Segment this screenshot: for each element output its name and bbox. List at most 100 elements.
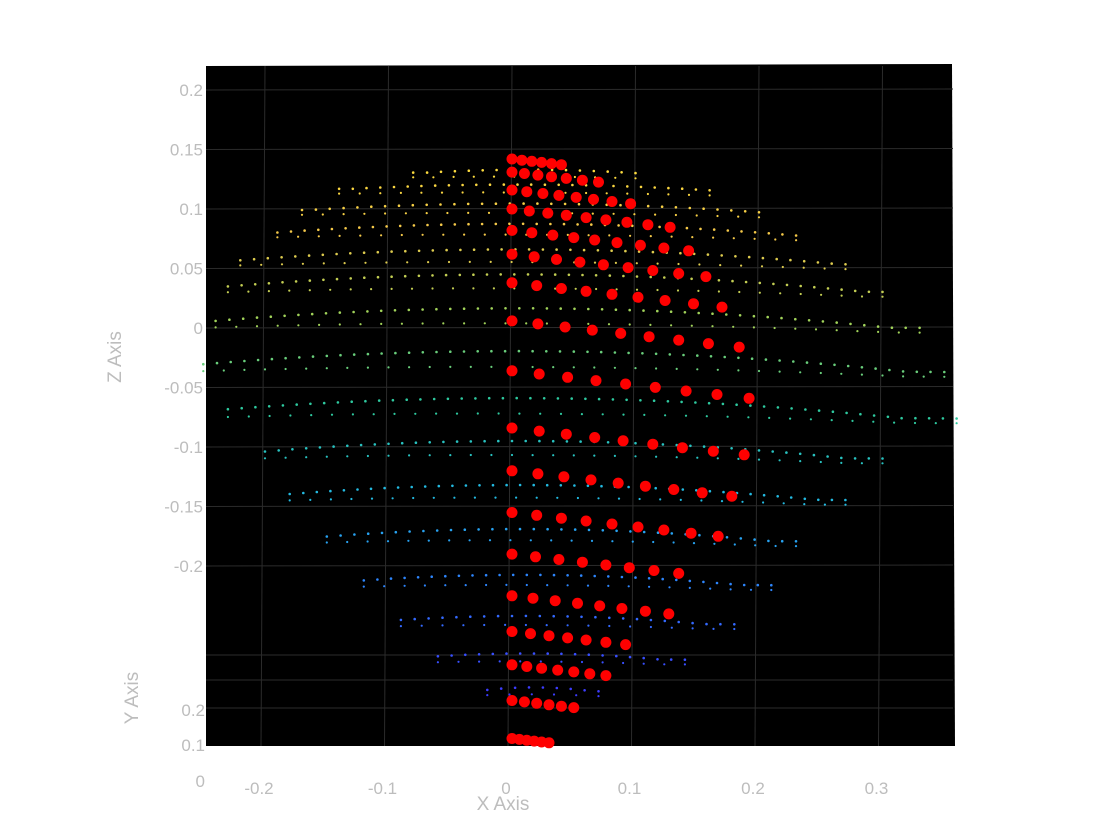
cloud-point [615, 654, 618, 658]
cloud-point [524, 439, 527, 443]
cloud-point [803, 503, 806, 506]
cloud-point [799, 371, 802, 374]
cloud-point [552, 573, 556, 577]
cloud-point [425, 203, 429, 207]
cloud-point [817, 498, 820, 502]
cloud-point [288, 499, 291, 502]
red-marker [506, 203, 518, 215]
cloud-point [649, 323, 652, 326]
cloud-point [621, 617, 625, 620]
cloud-point [893, 421, 896, 424]
cloud-point [525, 583, 528, 587]
cloud-point [552, 366, 555, 369]
cloud-point [580, 413, 584, 416]
red-marker [726, 490, 738, 502]
cloud-point [860, 462, 864, 465]
red-marker [625, 198, 637, 210]
cloud-point [877, 330, 880, 333]
cloud-point [642, 662, 645, 665]
cloud-point [421, 233, 424, 236]
cloud-point [778, 359, 781, 362]
red-marker [549, 595, 561, 607]
cloud-point [317, 228, 320, 232]
cloud-point [516, 183, 519, 186]
cloud-point [288, 492, 292, 496]
cloud-point [531, 365, 534, 369]
cloud-point [716, 214, 719, 218]
cloud-point [472, 273, 475, 277]
cloud-point [587, 307, 590, 311]
cloud-point [461, 191, 464, 194]
cloud-point [608, 274, 612, 277]
cloud-point [477, 528, 480, 531]
cloud-point [226, 291, 229, 294]
cloud-point [480, 202, 484, 206]
cloud-point [766, 315, 769, 319]
red-marker [553, 189, 565, 201]
cloud-point [580, 615, 583, 619]
cloud-point [449, 454, 452, 457]
cloud-point [726, 229, 730, 232]
red-marker [663, 608, 675, 620]
cloud-point [667, 186, 670, 190]
cloud-point [683, 658, 687, 661]
cloud-point [291, 448, 294, 451]
cloud-point [674, 206, 678, 209]
cloud-point [578, 169, 582, 172]
cloud-point [691, 236, 694, 239]
cloud-point [860, 366, 864, 369]
cloud-point [314, 208, 318, 211]
cloud-point [781, 265, 784, 269]
grid-line-z [205, 386, 954, 388]
cloud-point [559, 307, 562, 310]
cloud-point [826, 455, 829, 458]
cloud-point [392, 185, 396, 189]
z-axis-ticks: 0.2 0.15 0.1 0.05 0 -0.05 -0.1 -0.15 -0.2 [164, 81, 203, 576]
cloud-point [428, 441, 432, 444]
red-marker [546, 171, 557, 183]
cloud-point [432, 176, 435, 179]
cloud-point [411, 171, 415, 174]
cloud-point [321, 253, 325, 257]
cloud-point [551, 439, 555, 443]
cloud-point [289, 414, 292, 417]
cloud-point [780, 539, 784, 543]
cloud-point [243, 368, 246, 371]
cloud-point [635, 275, 639, 278]
cloud-point [550, 539, 553, 542]
cloud-point [527, 686, 531, 689]
cloud-point [417, 249, 421, 253]
red-marker [543, 699, 555, 711]
cloud-point [503, 349, 507, 353]
red-marker [547, 229, 559, 241]
cloud-point [639, 185, 643, 189]
cloud-point [670, 235, 673, 238]
cloud-point [362, 579, 366, 582]
cloud-point [754, 544, 757, 547]
cloud-point [352, 310, 355, 314]
cloud-point [608, 234, 611, 237]
cloud-point [559, 412, 563, 415]
cloud-point [677, 620, 680, 624]
cloud-point [624, 249, 627, 253]
cloud-point [408, 530, 411, 533]
cloud-point [346, 455, 349, 458]
cloud-point [612, 212, 615, 215]
cloud-point [452, 175, 455, 178]
cloud-point [573, 484, 576, 487]
cloud-point [329, 288, 332, 291]
cloud-point [356, 488, 359, 491]
cloud-point [881, 462, 884, 465]
cloud-point [336, 401, 340, 404]
red-marker [680, 385, 692, 397]
cloud-point [626, 192, 629, 195]
cloud-point [785, 283, 789, 287]
cloud-point [422, 529, 425, 533]
cloud-point [918, 331, 921, 334]
cloud-point [383, 204, 387, 208]
cloud-point [325, 535, 329, 538]
cloud-point [562, 222, 566, 226]
cloud-point [427, 617, 430, 620]
cloud-point [620, 171, 623, 174]
cloud-point [417, 274, 421, 278]
